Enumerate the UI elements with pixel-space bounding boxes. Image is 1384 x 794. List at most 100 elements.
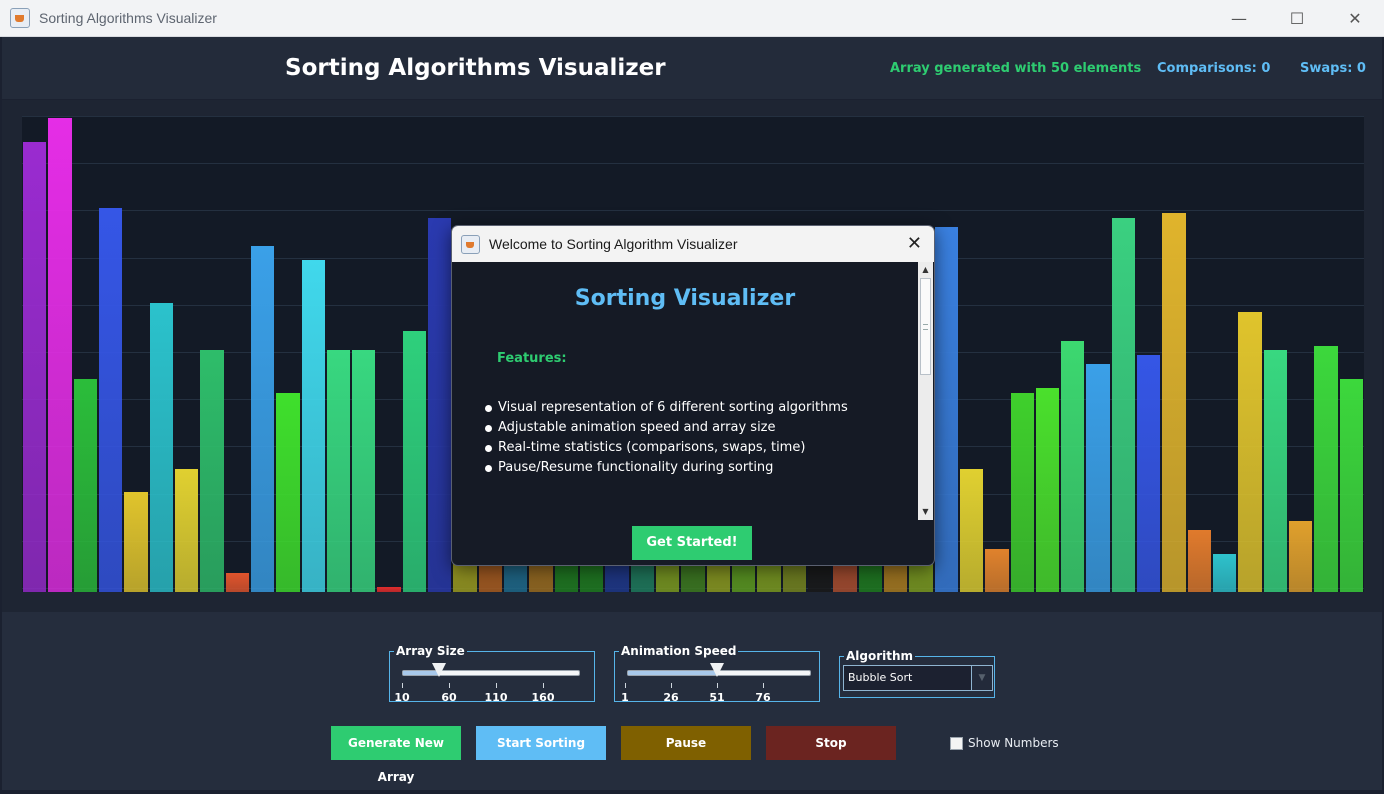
animation-speed-group: Animation Speed 1 26 51 76	[614, 644, 820, 704]
bar	[23, 141, 47, 592]
animation-speed-slider[interactable]: 1 26 51 76	[615, 658, 819, 704]
get-started-button[interactable]: Get Started!	[632, 526, 752, 560]
animation-speed-tick-label: 26	[663, 691, 679, 704]
bar	[98, 208, 123, 592]
window-titlebar: Sorting Algorithms Visualizer — ☐ ✕	[0, 0, 1384, 37]
window-title: Sorting Algorithms Visualizer	[39, 10, 217, 26]
dialog-content: Sorting Visualizer Features: Visual repr…	[452, 262, 918, 520]
bar	[1289, 520, 1313, 592]
show-numbers-checkbox[interactable]	[950, 736, 963, 750]
controls-panel: Array Size 10 60 110 160 Animation Speed…	[2, 612, 1382, 790]
list-item: Pause/Resume functionality during sortin…	[485, 458, 848, 478]
close-icon[interactable]: ✕	[1348, 8, 1362, 28]
bar	[934, 227, 958, 592]
bar	[149, 302, 173, 592]
pause-button[interactable]: Pause	[621, 726, 751, 760]
bar	[959, 468, 984, 592]
java-app-icon	[461, 234, 480, 254]
animation-speed-legend: Animation Speed	[621, 644, 737, 658]
bar	[276, 392, 300, 592]
welcome-dialog: Welcome to Sorting Algorithm Visualizer …	[451, 225, 935, 566]
animation-speed-tick-label: 76	[755, 691, 771, 704]
bar	[326, 350, 351, 592]
show-numbers-label: Show Numbers	[968, 736, 1059, 750]
bar	[1339, 378, 1363, 592]
bar	[174, 468, 199, 592]
bar	[73, 378, 97, 592]
bar	[1086, 364, 1110, 592]
list-item: Adjustable animation speed and array siz…	[485, 418, 848, 438]
close-icon[interactable]: ✕	[906, 233, 922, 254]
array-size-legend: Array Size	[396, 644, 465, 658]
bar	[225, 573, 249, 592]
scroll-down-icon[interactable]: ▼	[922, 507, 929, 516]
gridline	[22, 116, 1364, 117]
array-size-slider[interactable]: 10 60 110 160	[390, 658, 594, 704]
dialog-title: Welcome to Sorting Algorithm Visualizer	[489, 236, 738, 252]
list-item: Visual representation of 6 different sor…	[485, 398, 848, 418]
bar	[402, 331, 427, 592]
gridline	[22, 210, 1364, 212]
bar	[200, 350, 224, 592]
bar	[1061, 340, 1085, 592]
show-numbers-toggle[interactable]: Show Numbers	[950, 736, 1059, 750]
bar	[124, 492, 148, 592]
bar	[48, 118, 72, 592]
page-title: Sorting Algorithms Visualizer	[285, 55, 666, 81]
animation-speed-thumb[interactable]	[710, 663, 725, 677]
array-size-fill	[403, 671, 441, 675]
feature-text: Adjustable animation speed and array siz…	[498, 420, 776, 435]
dialog-heading: Sorting Visualizer	[574, 286, 796, 311]
animation-speed-tick-label: 1	[621, 691, 629, 704]
algorithm-selected-value: Bubble Sort	[848, 671, 913, 684]
window-controls: — ☐ ✕	[1210, 0, 1384, 36]
scroll-thumb[interactable]	[920, 278, 931, 375]
bar	[985, 549, 1009, 592]
array-size-thumb[interactable]	[432, 663, 447, 677]
minimize-icon[interactable]: —	[1231, 8, 1247, 28]
bar	[1162, 212, 1186, 592]
generate-array-button[interactable]: Generate New Array	[331, 726, 461, 784]
animation-speed-tick	[671, 683, 672, 688]
features-label: Features:	[497, 351, 567, 366]
dialog-scrollbar[interactable]: ▲ ▼	[918, 262, 933, 520]
bar	[301, 260, 325, 592]
feature-text: Pause/Resume functionality during sortin…	[498, 460, 774, 475]
array-size-group: Array Size 10 60 110 160	[389, 644, 595, 704]
bullet-icon	[485, 464, 492, 472]
swaps-counter: Swaps: 0	[1300, 61, 1366, 76]
animation-speed-fill	[628, 671, 719, 675]
scroll-up-icon[interactable]: ▲	[922, 265, 929, 274]
bar	[1187, 530, 1212, 592]
array-size-track[interactable]	[402, 670, 580, 676]
stop-button[interactable]: Stop	[766, 726, 896, 760]
bar	[1238, 312, 1262, 592]
bullet-icon	[485, 404, 492, 412]
algorithm-legend: Algorithm	[846, 649, 914, 663]
array-size-tick	[496, 683, 497, 688]
bullet-icon	[485, 424, 492, 432]
feature-text: Real-time statistics (comparisons, swaps…	[498, 440, 806, 455]
comparisons-counter: Comparisons: 0	[1157, 61, 1271, 76]
array-size-tick-label: 60	[441, 691, 457, 704]
animation-speed-tick	[763, 683, 764, 688]
bar	[1263, 350, 1288, 592]
start-sorting-button[interactable]: Start Sorting	[476, 726, 606, 760]
chevron-down-icon[interactable]: ▼	[971, 666, 992, 690]
algorithm-select[interactable]: Bubble Sort ▼	[843, 665, 993, 691]
java-app-icon	[10, 8, 30, 28]
maximize-icon[interactable]: ☐	[1289, 8, 1305, 28]
bar	[352, 350, 376, 592]
array-size-tick-label: 160	[531, 691, 555, 704]
dialog-titlebar: Welcome to Sorting Algorithm Visualizer …	[452, 226, 934, 262]
array-size-tick	[449, 683, 450, 688]
bullet-icon	[485, 444, 492, 452]
list-item: Real-time statistics (comparisons, swaps…	[485, 438, 848, 458]
animation-speed-tick-label: 51	[709, 691, 725, 704]
bar	[1213, 554, 1237, 592]
gridline	[22, 163, 1364, 165]
bar	[377, 587, 401, 592]
array-size-tick	[402, 683, 403, 688]
bar	[1137, 355, 1161, 592]
bar	[428, 217, 452, 592]
